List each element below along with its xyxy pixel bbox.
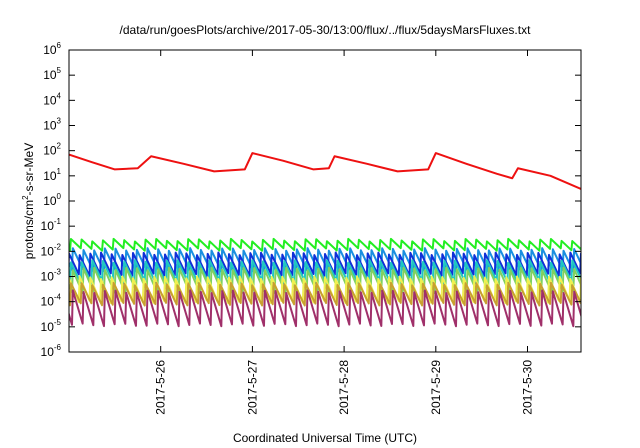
y-tick-label: 104 xyxy=(43,91,61,107)
x-axis-label: Coordinated Universal Time (UTC) xyxy=(233,431,417,445)
series-line-7 xyxy=(69,281,581,307)
y-tick-label: 10-4 xyxy=(41,293,62,309)
series-line-0 xyxy=(69,152,581,190)
y-tick-label: 100 xyxy=(43,192,61,208)
series-line-4 xyxy=(69,259,581,285)
series-line-1 xyxy=(69,237,581,252)
y-tick-label: 10-6 xyxy=(41,343,62,359)
series-line-3 xyxy=(69,251,581,277)
y-tick-label: 102 xyxy=(43,142,61,158)
y-tick-label: 10-1 xyxy=(41,217,62,233)
series-line-5 xyxy=(69,266,581,295)
x-tick-label: 2017-5-28 xyxy=(337,360,351,415)
y-tick-label: 105 xyxy=(43,66,61,82)
y-tick-label: 106 xyxy=(43,41,61,57)
y-tick-label: 103 xyxy=(43,117,61,133)
y-tick-label: 10-2 xyxy=(41,242,62,258)
y-axis-label: protons/cm2-s-sr-MeV xyxy=(21,143,36,259)
y-tick-label: 101 xyxy=(43,167,61,183)
x-tick-label: 2017-5-29 xyxy=(429,360,443,415)
y-tick-label: 10-5 xyxy=(41,318,62,334)
chart-title: /data/run/goesPlots/archive/2017-05-30/1… xyxy=(120,23,532,37)
x-tick-label: 2017-5-27 xyxy=(245,360,259,415)
x-tick-label: 2017-5-30 xyxy=(521,360,535,415)
y-tick-label: 10-3 xyxy=(41,268,62,284)
x-tick-label: 2017-5-26 xyxy=(154,360,168,415)
series-line-8 xyxy=(69,289,581,328)
